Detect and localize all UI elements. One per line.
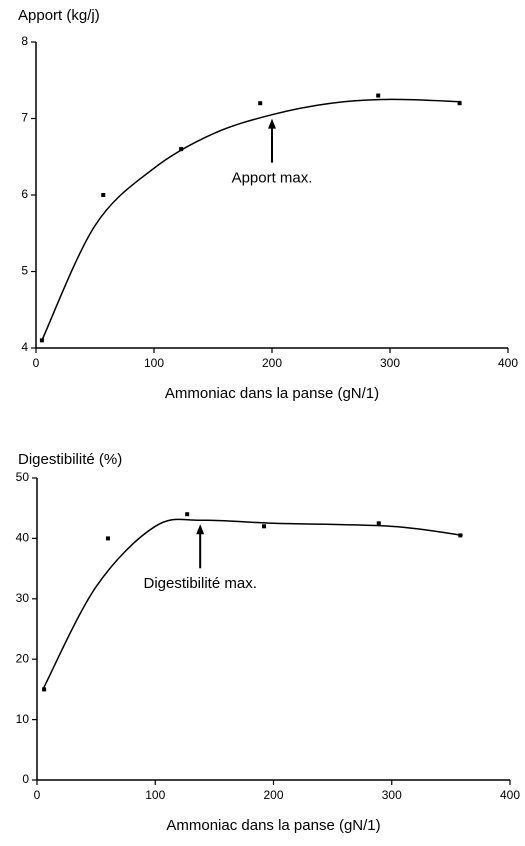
point — [185, 512, 190, 517]
y-axis-title: Digestibilité (%) — [18, 451, 122, 468]
y-tick-label: 4 — [21, 340, 28, 354]
point — [457, 101, 462, 106]
annotation-arrowhead — [268, 118, 276, 129]
x-tick-label: 200 — [263, 788, 283, 802]
annotation-arrowhead — [196, 524, 205, 535]
x-axis-title: Ammoniac dans la panse (gN/1) — [165, 385, 379, 402]
x-tick-label: 0 — [33, 356, 40, 370]
x-tick-label: 300 — [380, 356, 400, 370]
point — [376, 521, 381, 526]
annotation-text: Digestibilité max. — [143, 575, 256, 592]
fit-curve — [41, 98, 461, 341]
y-tick-label: 20 — [16, 651, 30, 665]
point — [105, 536, 110, 541]
y-axis-title: Apport (kg/j) — [18, 7, 100, 24]
point — [262, 524, 267, 529]
x-tick-label: 0 — [34, 788, 41, 802]
point — [458, 533, 463, 538]
y-tick-label: 30 — [16, 591, 30, 605]
x-tick-label: 200 — [262, 356, 282, 370]
x-tick-label: 100 — [144, 356, 164, 370]
y-tick-label: 5 — [21, 264, 28, 278]
point — [258, 101, 263, 106]
point — [376, 93, 381, 98]
x-tick-label: 400 — [500, 788, 520, 802]
y-tick-label: 10 — [16, 712, 30, 726]
y-tick-label: 0 — [22, 772, 29, 786]
point — [179, 147, 184, 152]
x-axis-title: Ammoniac dans la panse (gN/1) — [166, 817, 380, 834]
y-tick-label: 8 — [21, 34, 28, 48]
point — [39, 338, 44, 343]
y-tick-label: 6 — [21, 187, 28, 201]
annotation-text: Apport max. — [232, 170, 313, 187]
y-tick-label: 7 — [21, 111, 28, 125]
x-tick-label: 400 — [498, 356, 518, 370]
y-tick-label: 40 — [16, 531, 30, 545]
y-tick-label: 50 — [16, 470, 30, 484]
point — [42, 687, 47, 692]
x-tick-label: 300 — [382, 788, 402, 802]
point — [101, 193, 106, 197]
fit-curve — [42, 518, 463, 690]
x-tick-label: 100 — [145, 788, 165, 802]
